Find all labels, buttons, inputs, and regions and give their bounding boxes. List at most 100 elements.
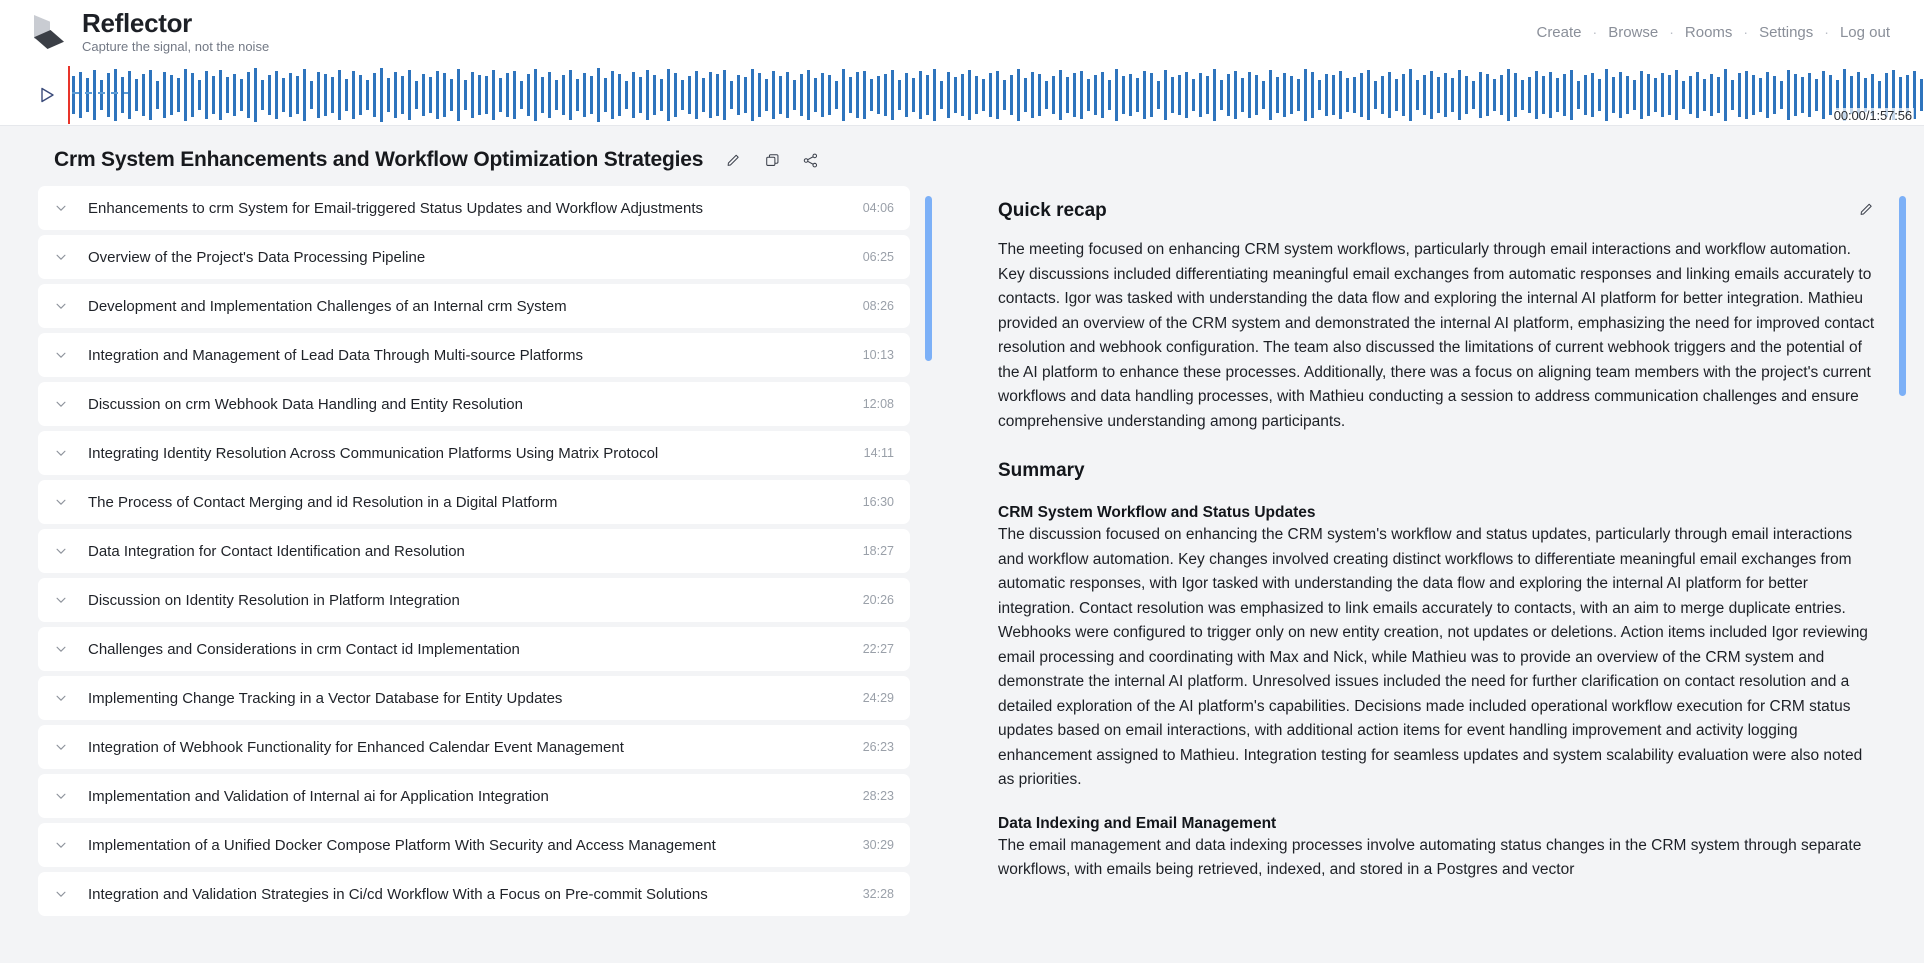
waveform-bar (1199, 72, 1202, 117)
waveform-bar (233, 73, 236, 116)
topic-list-scrollbar[interactable] (925, 190, 932, 957)
audio-waveform-strip[interactable]: 00:00/1:57:56 (0, 64, 1924, 126)
waveform-bar (1528, 76, 1531, 113)
topic-row[interactable]: Discussion on Identity Resolution in Pla… (38, 578, 910, 622)
chevron-down-icon[interactable] (52, 199, 70, 217)
copy-icon (765, 153, 779, 166)
waveform-bar (548, 71, 551, 118)
topic-row[interactable]: Data Integration for Contact Identificat… (38, 529, 910, 573)
topic-row[interactable]: Enhancements to crm System for Email-tri… (38, 186, 910, 230)
waveform-bar (415, 80, 418, 109)
nav-item-create[interactable]: Create (1536, 23, 1582, 41)
chevron-down-icon[interactable] (52, 738, 70, 756)
summary-scrollbar[interactable] (1899, 196, 1906, 957)
waveform-bar (1080, 70, 1083, 119)
waveform-bar (646, 69, 649, 120)
waveform-bar (1325, 73, 1328, 116)
panels: Enhancements to crm System for Email-tri… (0, 186, 1924, 957)
waveform-bar (492, 69, 495, 120)
topic-row[interactable]: Integration of Webhook Functionality for… (38, 725, 910, 769)
chevron-down-icon[interactable] (52, 297, 70, 315)
topic-timestamp: 10:13 (862, 348, 894, 362)
chevron-down-icon[interactable] (52, 542, 70, 560)
chevron-down-icon[interactable] (52, 689, 70, 707)
waveform-bar (1171, 76, 1174, 113)
waveform-bar (1346, 77, 1349, 112)
chevron-down-icon[interactable] (52, 787, 70, 805)
nav-item-rooms[interactable]: Rooms (1684, 23, 1733, 41)
nav-item-log-out[interactable]: Log out (1839, 23, 1890, 41)
chevron-down-icon[interactable] (52, 836, 70, 854)
waveform-bar (821, 72, 824, 117)
share-document-button[interactable] (799, 149, 821, 171)
waveform-bar (1094, 74, 1097, 115)
waveform-bar (1122, 75, 1125, 114)
topic-row[interactable]: Implementation of a Unified Docker Compo… (38, 823, 910, 867)
waveform-bar (1465, 75, 1468, 114)
waveform-bar (1773, 75, 1776, 114)
waveform-bar (289, 72, 292, 117)
waveform-bar (1703, 78, 1706, 111)
topic-row[interactable]: Challenges and Considerations in crm Con… (38, 627, 910, 671)
title-actions (723, 149, 821, 171)
topic-row[interactable]: Development and Implementation Challenge… (38, 284, 910, 328)
scrollbar-thumb[interactable] (925, 196, 932, 361)
topic-row[interactable]: Overview of the Project's Data Processin… (38, 235, 910, 279)
waveform-bar (1297, 78, 1300, 111)
playhead-marker[interactable] (68, 66, 70, 124)
chevron-down-icon[interactable] (52, 248, 70, 266)
edit-summary-button[interactable] (1856, 198, 1878, 220)
chevron-down-icon[interactable] (52, 591, 70, 609)
topic-row[interactable]: Integration and Management of Lead Data … (38, 333, 910, 377)
waveform-bar (1514, 72, 1517, 117)
waveform-bar (716, 73, 719, 116)
waveform-bar (667, 68, 670, 121)
topic-list[interactable]: Enhancements to crm System for Email-tri… (38, 186, 910, 957)
waveform-bar (1584, 74, 1587, 115)
waveform-bar (1269, 69, 1272, 120)
waveform-bar (744, 76, 747, 113)
chevron-down-icon[interactable] (52, 493, 70, 511)
topic-row[interactable]: Discussion on crm Webhook Data Handling … (38, 382, 910, 426)
chevron-down-icon[interactable] (52, 885, 70, 903)
nav-item-browse[interactable]: Browse (1608, 23, 1659, 41)
waveform-bar (86, 77, 89, 112)
edit-title-button[interactable] (723, 149, 745, 171)
waveform-bar (219, 69, 222, 120)
bottom-fade (970, 947, 1924, 957)
waveform-bar (163, 71, 166, 118)
waveform-bar (1353, 76, 1356, 113)
waveform-bars[interactable] (72, 67, 1924, 123)
waveform-bar (1661, 72, 1664, 117)
topic-row[interactable]: Implementing Change Tracking in a Vector… (38, 676, 910, 720)
waveform-bar (1745, 70, 1748, 119)
chevron-down-icon[interactable] (52, 346, 70, 364)
scrollbar-thumb[interactable] (1899, 196, 1906, 396)
play-button[interactable] (34, 82, 60, 108)
nav-item-settings[interactable]: Settings (1759, 23, 1814, 41)
topic-row[interactable]: Integrating Identity Resolution Across C… (38, 431, 910, 475)
waveform-bar (1115, 68, 1118, 121)
waveform-bar (184, 68, 187, 121)
waveform-bar (450, 78, 453, 111)
waveform-bar (1612, 76, 1615, 113)
topic-timestamp: 14:11 (863, 446, 894, 460)
waveform-bar (1318, 79, 1321, 110)
copy-document-button[interactable] (761, 149, 783, 171)
topic-row[interactable]: The Process of Contact Merging and id Re… (38, 480, 910, 524)
topic-timestamp: 28:23 (862, 789, 894, 803)
waveform-bar (590, 75, 593, 114)
chevron-down-icon[interactable] (52, 640, 70, 658)
waveform-bar (1626, 75, 1629, 114)
waveform-bar (849, 76, 852, 113)
topic-timestamp: 30:29 (862, 838, 894, 852)
waveform-bar (1262, 80, 1265, 109)
chevron-down-icon[interactable] (52, 444, 70, 462)
waveform-bar (1878, 80, 1881, 109)
chevron-down-icon[interactable] (52, 395, 70, 413)
topic-row[interactable]: Integration and Validation Strategies in… (38, 872, 910, 916)
topic-row[interactable]: Implementation and Validation of Interna… (38, 774, 910, 818)
waveform-bar (842, 68, 845, 121)
waveform-bar (1010, 74, 1013, 115)
waveform-bar (1521, 79, 1524, 110)
